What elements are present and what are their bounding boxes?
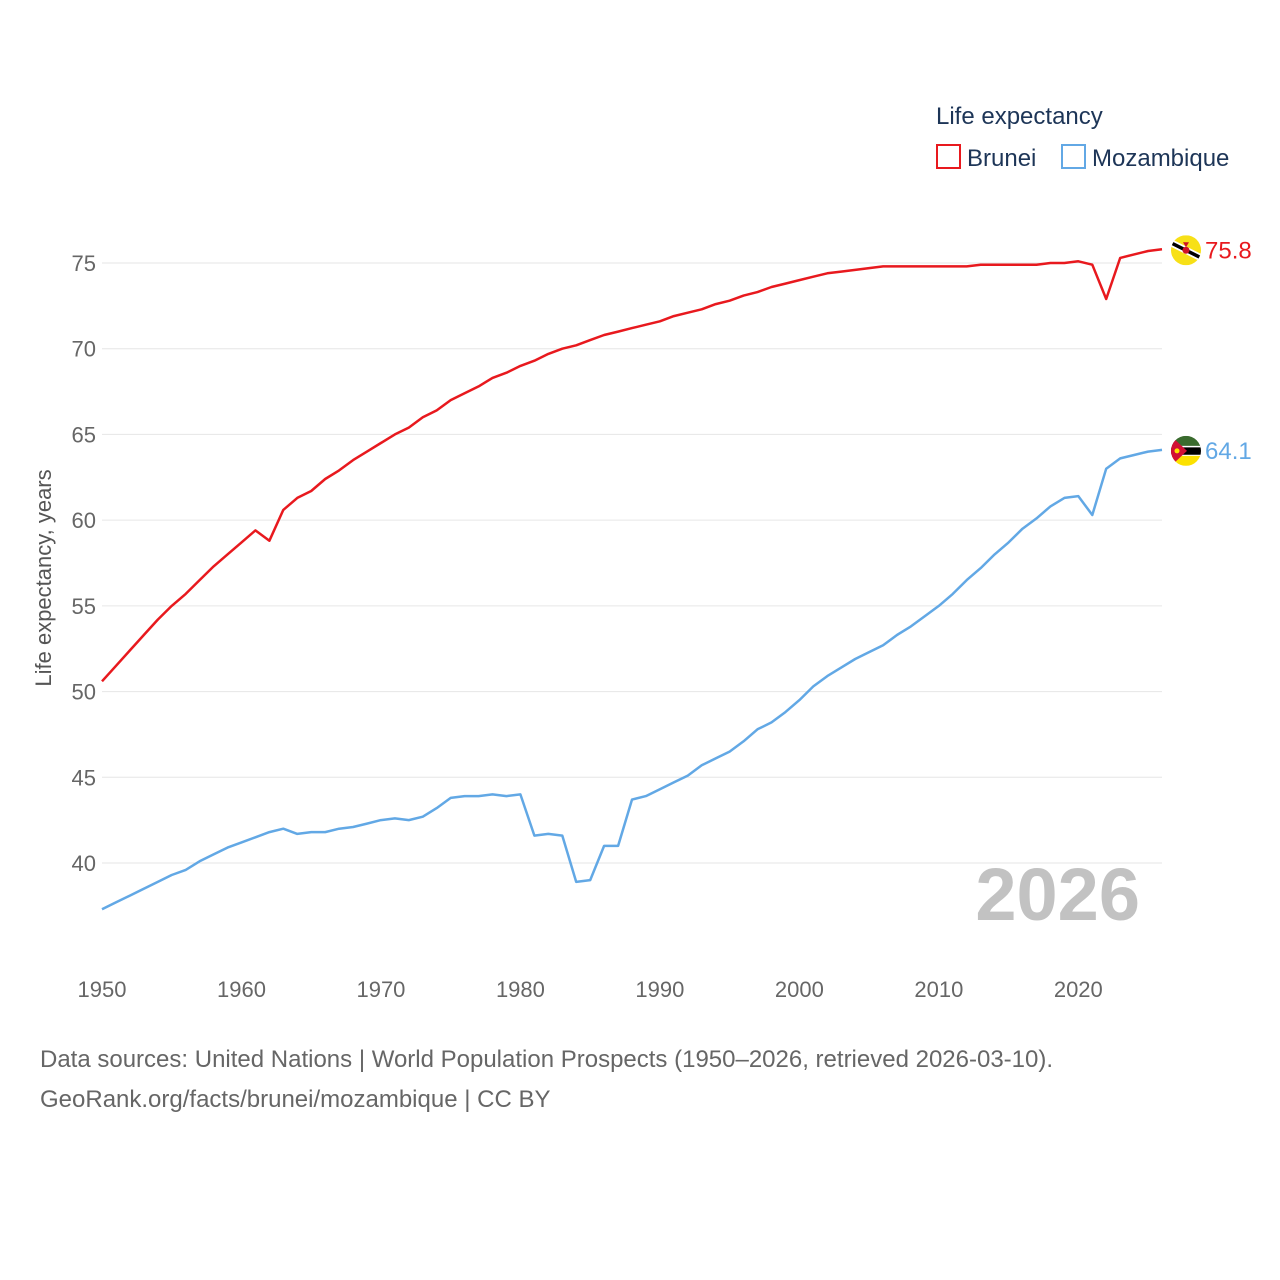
legend-swatch-brunei xyxy=(936,144,961,169)
end-value-label-brunei: 75.8 xyxy=(1205,237,1252,264)
legend-label-mozambique: Mozambique xyxy=(1092,145,1229,172)
y-tick-label: 55 xyxy=(72,594,96,619)
life-expectancy-chart: 40 45 50 55 60 65 70 75 1950 1960 1970 1980 1990 200… xyxy=(31,103,1252,1002)
x-tick-label: 1990 xyxy=(635,977,684,1002)
legend-label-brunei: Brunei xyxy=(967,145,1036,172)
x-tick-label: 2020 xyxy=(1054,977,1103,1002)
series-end-markers: 75.8 64.1 xyxy=(1171,235,1252,466)
x-axis-ticks: 1950 1960 1970 1980 1990 2000 2010 2020 xyxy=(78,977,1103,1002)
x-tick-label: 1960 xyxy=(217,977,266,1002)
grid-lines xyxy=(102,262,1162,864)
end-value-label-mozambique: 64.1 xyxy=(1205,438,1252,465)
series-line-mozambique xyxy=(101,448,1163,911)
legend-item-mozambique[interactable]: Mozambique xyxy=(1061,144,1229,172)
y-tick-label: 75 xyxy=(72,251,96,276)
legend-title: Life expectancy xyxy=(936,103,1103,130)
y-tick-label: 40 xyxy=(72,851,96,876)
series-line-brunei xyxy=(101,248,1163,683)
y-tick-label: 50 xyxy=(72,680,96,705)
y-tick-label: 60 xyxy=(72,508,96,533)
legend-item-brunei[interactable]: Brunei xyxy=(936,144,1036,172)
x-tick-label: 2000 xyxy=(775,977,824,1002)
x-tick-label: 1970 xyxy=(356,977,405,1002)
footer: Data sources: United Nations | World Pop… xyxy=(40,1040,1240,1120)
y-axis-ticks: 40 45 50 55 60 65 70 75 xyxy=(72,251,96,876)
year-label: 2026 xyxy=(975,853,1140,936)
legend: Life expectancy Brunei Mozambique xyxy=(936,103,1229,172)
legend-swatch-mozambique xyxy=(1061,144,1086,169)
x-tick-label: 1980 xyxy=(496,977,545,1002)
x-tick-label: 1950 xyxy=(78,977,127,1002)
mozambique-flag-icon xyxy=(1171,435,1201,466)
data-sources-text: Data sources: United Nations | World Pop… xyxy=(40,1046,1054,1073)
y-axis-title: Life expectancy, years xyxy=(31,469,56,686)
y-tick-label: 65 xyxy=(72,422,96,447)
series-lines xyxy=(101,248,1163,911)
y-tick-label: 45 xyxy=(72,765,96,790)
attribution-link[interactable]: GeoRank.org/facts/brunei/mozambique | CC… xyxy=(40,1086,551,1113)
y-tick-label: 70 xyxy=(72,337,96,362)
x-tick-label: 2010 xyxy=(914,977,963,1002)
brunei-flag-icon xyxy=(1171,235,1201,266)
